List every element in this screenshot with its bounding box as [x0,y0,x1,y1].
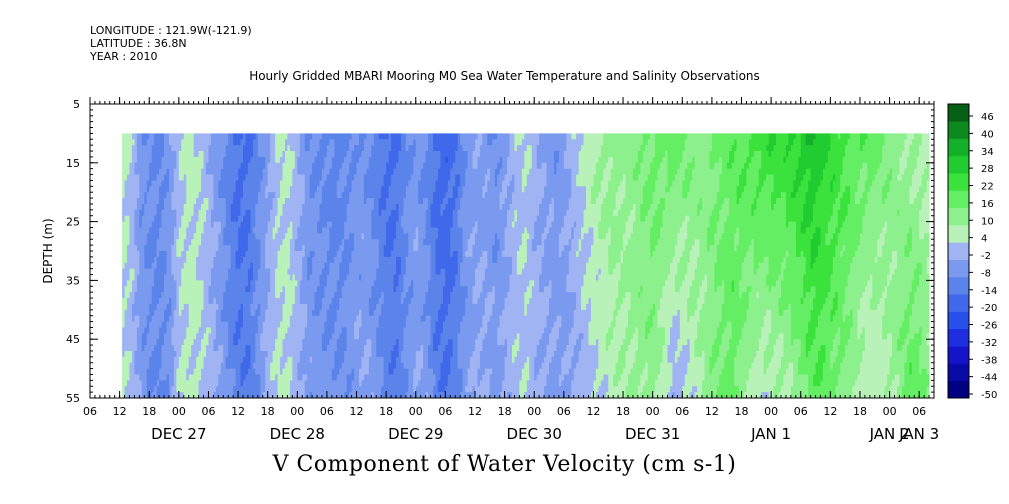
colorbar-swatch [948,173,969,191]
y-axis-label: DEPTH (m) [41,218,55,283]
colorbar-swatch [948,242,969,260]
x-tick-label: 06 [83,405,97,418]
x-day-label: DEC 30 [507,425,562,443]
y-tick-label: 55 [66,392,80,405]
colorbar-label: -2 [981,251,991,262]
x-tick-label: 18 [616,405,630,418]
colorbar-label: 16 [981,199,994,210]
colorbar-swatch [948,276,969,295]
colorbar-label: -50 [981,390,997,401]
x-tick-label: 18 [853,405,867,418]
y-tick-label: 15 [66,157,80,170]
x-tick-label: 12 [823,405,837,418]
x-day-label: DEC 27 [151,425,206,443]
x-day-label: DEC 28 [270,425,325,443]
colorbar-label: -14 [981,286,997,297]
colorbar-swatch [948,121,969,139]
colorbar-swatch [948,311,969,330]
x-tick-label: 00 [764,405,778,418]
colorbar-label: 34 [981,147,994,158]
colorbar-label: -38 [981,355,997,366]
colorbar-swatch [948,190,969,209]
colorbar-swatch [948,104,969,122]
x-tick-label: 06 [675,405,689,418]
colorbar-label: 28 [981,164,994,175]
colorbar-swatch [948,363,969,381]
x-tick-label: 00 [883,405,897,418]
colorbar-swatch [948,225,969,243]
x-day-label: DEC 31 [625,425,680,443]
colorbar-label: 46 [981,112,994,123]
colorbar-label: 4 [981,234,987,245]
colorbar-label: 10 [981,216,994,227]
colorbar-swatch [948,207,969,226]
y-tick-label: 35 [66,274,80,287]
chart-caption: V Component of Water Velocity (cm s-1) [272,452,737,477]
x-tick-label: 06 [320,405,334,418]
x-tick-label: 00 [172,405,186,418]
colorbar-label: -32 [981,338,997,349]
x-tick-label: 00 [646,405,660,418]
longitude-label: LONGITUDE : 121.9W(-121.9) [90,24,252,37]
x-tick-label: 12 [113,405,127,418]
heatmap-cells [122,133,930,399]
colorbar-label: -44 [981,373,997,384]
x-tick-label: 06 [912,405,926,418]
colorbar-label: 40 [981,129,994,140]
colorbar-swatch [948,380,969,399]
x-tick-label: 12 [705,405,719,418]
colorbar-label: -20 [981,303,997,314]
colorbar-label: -8 [981,268,991,279]
x-tick-label: 18 [379,405,393,418]
x-tick-label: 00 [409,405,423,418]
colorbar-swatch [948,346,969,364]
x-tick-label: 18 [142,405,156,418]
x-day-label: JAN 2 [869,425,910,443]
x-day-label: JAN 3 [898,425,939,443]
x-tick-label: 06 [201,405,215,418]
x-tick-label: 06 [438,405,452,418]
x-tick-label: 00 [527,405,541,418]
colorbar-label: -26 [981,321,997,332]
chart-title: Hourly Gridded MBARI Mooring M0 Sea Wate… [249,69,760,83]
colorbar-frame [947,103,970,399]
colorbar-swatch [948,155,969,174]
colorbar-swatch [948,328,969,347]
x-day-label: JAN 1 [750,425,791,443]
x-tick-label: 18 [735,405,749,418]
colorbar-label: 22 [981,182,994,193]
x-tick-label: 00 [290,405,304,418]
y-tick-label: 5 [73,98,80,111]
colorbar-swatch [948,138,969,157]
y-tick-label: 25 [66,216,80,229]
x-tick-label: 18 [498,405,512,418]
x-tick-label: 12 [231,405,245,418]
x-tick-label: 12 [468,405,482,418]
latitude-label: LATITUDE : 36.8N [90,37,187,50]
x-tick-label: 06 [794,405,808,418]
y-tick-label: 45 [66,333,80,346]
colorbar-swatch [948,259,969,278]
year-label: YEAR : 2010 [90,50,158,63]
x-tick-label: 18 [261,405,275,418]
x-tick-label: 12 [586,405,600,418]
x-tick-label: 06 [557,405,571,418]
x-tick-label: 12 [350,405,364,418]
colorbar-swatch [948,294,969,312]
x-day-label: DEC 29 [388,425,443,443]
